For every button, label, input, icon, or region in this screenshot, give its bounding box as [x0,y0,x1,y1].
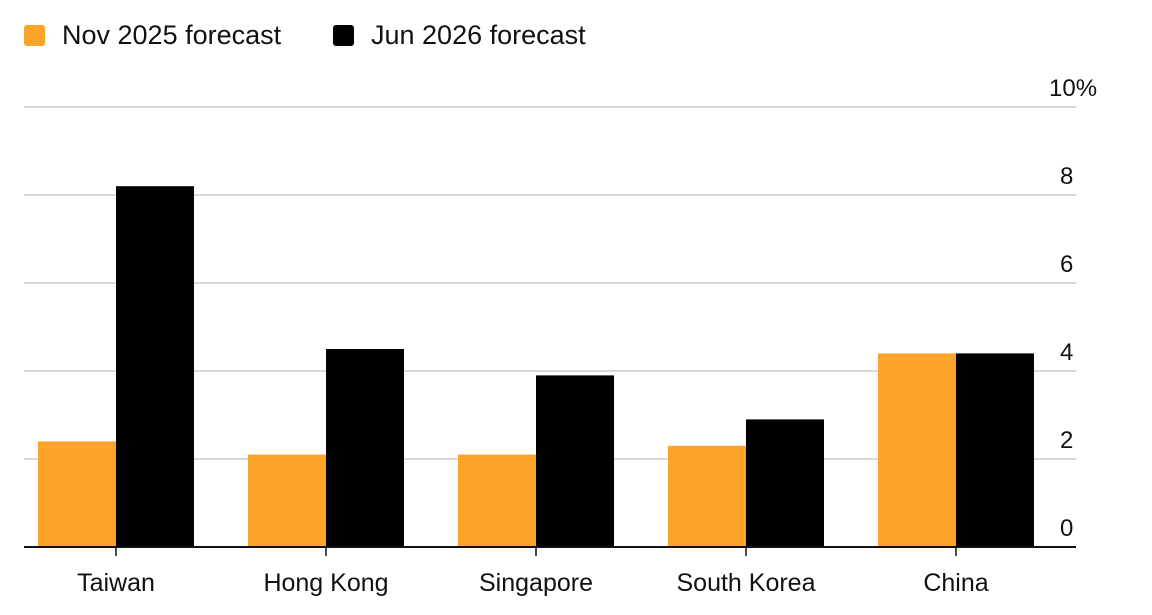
x-tick-label-taiwan: Taiwan [77,569,155,597]
x-tick-label-hong-kong: Hong Kong [263,569,388,597]
legend-label-jun-2026: Jun 2026 forecast [371,20,586,50]
bar-taiwan-jun-2026 [116,186,194,547]
bar-hong-kong-jun-2026 [326,349,404,547]
bars [38,186,1034,547]
bar-china-nov-2025 [878,353,956,547]
bar-taiwan-nov-2025 [38,441,116,547]
bar-singapore-nov-2025 [458,454,536,547]
x-axis: Taiwan Hong Kong Singapore South Korea China [24,546,1076,597]
y-axis-ticks: 0 2 4 6 8 10% [1049,75,1097,542]
bar-south-korea-jun-2026 [746,419,824,547]
y-tick-label-4: 4 [1060,339,1073,366]
x-tick-label-singapore: Singapore [479,569,593,597]
y-tick-label-10: 10% [1049,75,1097,102]
y-tick-label-0: 0 [1060,515,1073,542]
bar-hong-kong-nov-2025 [248,454,326,547]
legend-label-nov-2025: Nov 2025 forecast [62,20,282,50]
legend-swatch-jun-2026 [333,25,354,46]
y-tick-label-8: 8 [1060,163,1073,190]
y-tick-label-6: 6 [1060,251,1073,278]
legend-swatch-nov-2025 [24,25,45,46]
bar-south-korea-nov-2025 [668,445,746,547]
bar-china-jun-2026 [956,353,1034,547]
y-tick-label-2: 2 [1060,427,1073,454]
bar-singapore-jun-2026 [536,375,614,547]
legend: Nov 2025 forecast Jun 2026 forecast [24,20,586,50]
x-tick-label-china: China [923,569,988,597]
x-tick-label-south-korea: South Korea [677,569,816,597]
